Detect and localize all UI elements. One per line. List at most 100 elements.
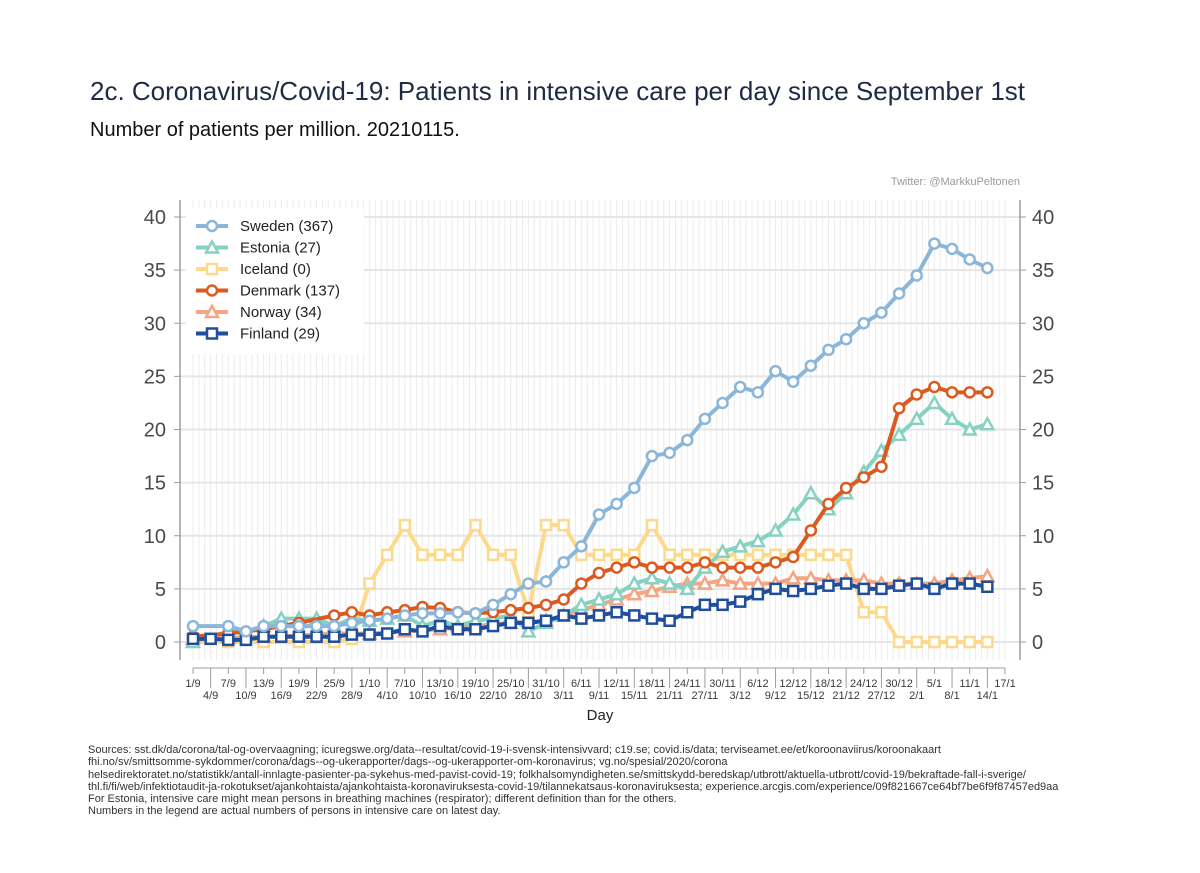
y-tick-label-left: 10	[144, 526, 166, 548]
data-point	[504, 548, 517, 562]
x-tick-label: 19/10	[462, 678, 490, 690]
y-tick-label-right: 15	[1032, 473, 1054, 495]
series-line	[193, 581, 988, 642]
legend-swatch-marker	[205, 262, 219, 276]
data-point	[839, 548, 853, 562]
data-point	[786, 375, 800, 388]
data-point	[592, 609, 606, 622]
y-tick-label-left: 25	[144, 366, 166, 388]
data-point	[804, 582, 818, 596]
data-point	[804, 548, 818, 562]
x-tick-label: 12/11	[603, 678, 630, 690]
data-point	[928, 237, 941, 250]
data-point	[310, 619, 323, 633]
data-point	[590, 590, 608, 606]
data-point	[345, 628, 359, 641]
data-point	[416, 548, 429, 562]
y-tick-label-left: 15	[144, 473, 166, 495]
data-point	[345, 606, 359, 619]
data-point	[785, 569, 802, 585]
data-point	[963, 386, 976, 399]
sources-line: thl.fi/fi/web/infektiotaudit-ja-rokotuks…	[88, 780, 1059, 793]
data-point	[963, 577, 976, 590]
data-point	[486, 619, 500, 633]
data-point	[661, 574, 678, 590]
data-point	[892, 402, 906, 415]
data-point	[945, 386, 959, 399]
data-point	[592, 566, 606, 580]
x-tick-label: 12/12	[779, 678, 807, 690]
x-tick-label: 24/12	[850, 678, 878, 690]
data-point	[504, 603, 517, 617]
data-point	[539, 614, 553, 627]
data-point	[733, 380, 747, 394]
data-point	[751, 587, 765, 601]
y-tick-label-right: 35	[1032, 260, 1054, 282]
data-point	[222, 633, 235, 647]
data-point	[716, 598, 729, 612]
y-tick-label-right: 30	[1032, 313, 1054, 335]
data-point	[363, 577, 376, 590]
data-point	[433, 607, 447, 620]
data-point	[275, 619, 288, 633]
data-point	[732, 537, 749, 553]
data-point	[732, 574, 749, 590]
data-point	[751, 561, 765, 574]
data-point	[573, 596, 590, 612]
data-point	[926, 394, 943, 410]
data-point	[961, 420, 978, 436]
data-point	[714, 571, 731, 587]
legend-label: Denmark (137)	[240, 283, 340, 300]
x-tick-label: 18/11	[639, 678, 666, 690]
x-tick-label: 4/10	[376, 690, 397, 702]
data-point	[504, 587, 517, 601]
x-tick-label: 7/10	[394, 678, 415, 690]
data-point	[963, 635, 976, 649]
sources-line: fhi.no/sv/smittsomme-sykdommer/corona/da…	[88, 756, 728, 769]
data-point	[875, 306, 888, 319]
y-tick-label-right: 40	[1032, 207, 1054, 229]
data-point	[910, 577, 923, 590]
data-point	[433, 548, 447, 562]
y-tick-label-left: 5	[155, 579, 166, 601]
data-point	[557, 556, 570, 569]
data-point	[786, 584, 800, 598]
data-point	[945, 577, 959, 590]
x-tick-label: 24/11	[674, 678, 701, 690]
data-point	[522, 616, 535, 630]
data-point	[469, 623, 482, 636]
data-point	[610, 561, 623, 574]
y-tick-label-left: 30	[144, 313, 166, 335]
data-point	[663, 548, 676, 562]
data-point	[592, 548, 606, 562]
data-point	[380, 548, 394, 562]
x-tick-label: 6/12	[747, 678, 768, 690]
data-point	[626, 574, 643, 590]
data-point	[928, 582, 941, 596]
data-point	[186, 619, 200, 633]
data-point	[857, 606, 871, 619]
data-point	[945, 635, 959, 649]
legend-swatch-marker	[203, 303, 221, 319]
x-tick-label: 30/11	[709, 678, 736, 690]
data-point	[469, 607, 482, 620]
data-point	[822, 548, 835, 562]
y-tick-label-left: 20	[144, 420, 166, 442]
data-point	[539, 518, 553, 532]
data-point	[749, 532, 766, 548]
data-point	[875, 460, 888, 473]
data-point	[733, 561, 747, 574]
data-point	[592, 508, 606, 521]
data-point	[733, 595, 747, 608]
x-tick-label: 28/9	[341, 690, 362, 702]
data-point	[910, 269, 923, 282]
data-point	[557, 609, 570, 622]
data-point	[945, 242, 959, 256]
data-point	[469, 518, 482, 532]
data-point	[539, 575, 553, 588]
data-point	[663, 614, 676, 627]
x-tick-label: 16/9	[271, 690, 292, 702]
legend-label: Norway (34)	[240, 304, 322, 321]
x-tick-label: 17/1	[994, 678, 1015, 690]
x-tick-label: 19/9	[288, 678, 309, 690]
